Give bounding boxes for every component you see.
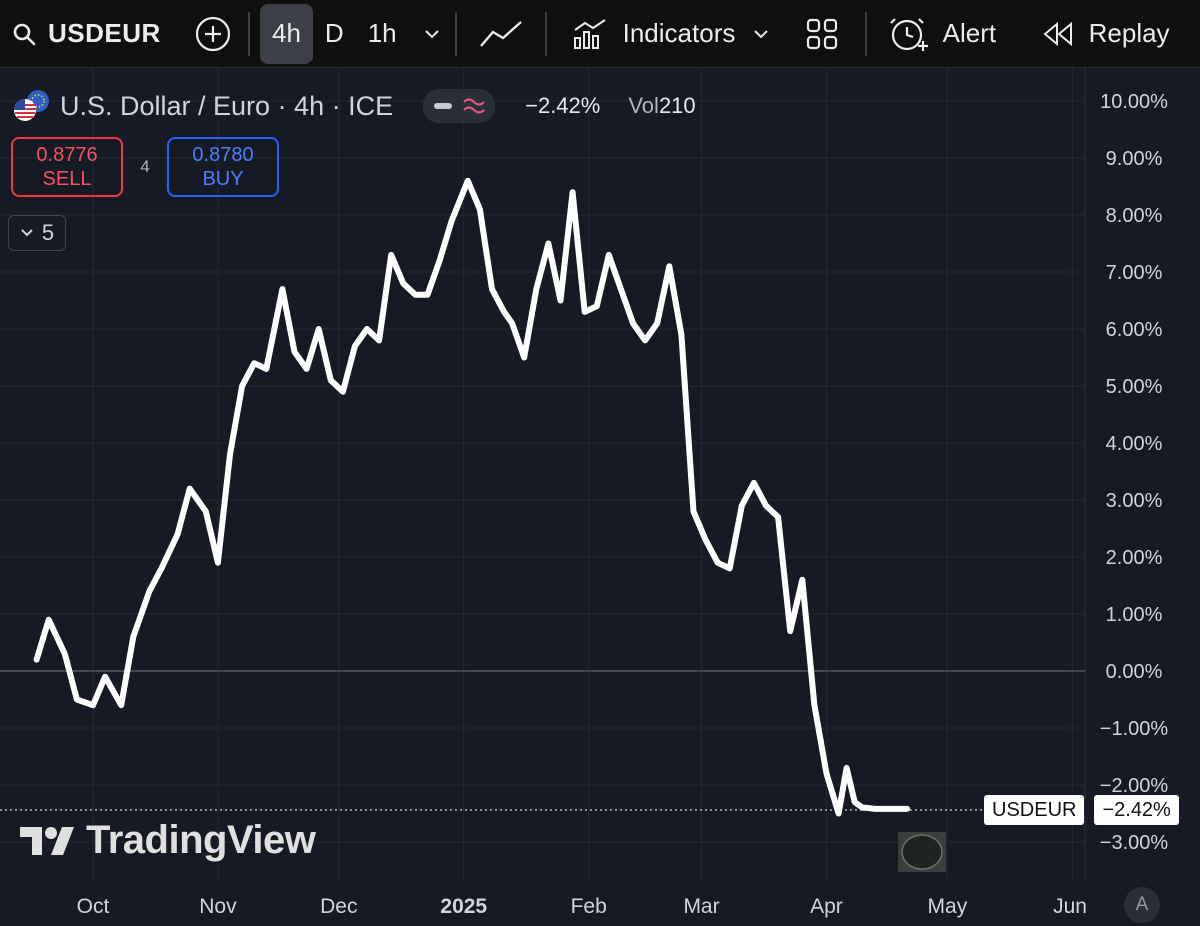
y-tick-label: −3.00% (1100, 832, 1169, 854)
y-tick-label: 0.00% (1106, 661, 1163, 683)
x-tick-label: May (928, 895, 968, 918)
volume-value: 210 (658, 93, 696, 118)
x-tick-label: Mar (683, 895, 719, 918)
toolbar-divider (544, 11, 547, 56)
grid-layout-icon (806, 18, 837, 49)
replay-label: Replay (1088, 18, 1170, 48)
plus-circle-icon (195, 16, 231, 51)
rewind-icon (1043, 21, 1072, 46)
flags-icon (14, 90, 49, 121)
toolbar-divider (248, 11, 250, 56)
indicators-button[interactable]: Indicators (547, 0, 743, 67)
y-tick-label: −2.00% (1100, 775, 1169, 797)
sell-price: 0.8776 (36, 144, 98, 166)
toolbar-divider (864, 11, 867, 56)
sell-button[interactable]: 0.8776 SELL (11, 137, 123, 197)
buy-button[interactable]: 0.8780 BUY (167, 137, 279, 197)
legend-toggle[interactable] (423, 89, 496, 123)
wave-icon (463, 98, 485, 114)
indicators-label: Indicators (622, 18, 736, 48)
search-icon (13, 23, 36, 45)
alarm-clock-icon (889, 17, 928, 51)
spread-value: 4 (140, 157, 150, 176)
y-axis: 10.00% 9.00% 8.00% 7.00% 6.00% 5.00% 4.00% 3.00… (1100, 91, 1169, 854)
x-tick-label: Feb (571, 895, 607, 918)
chart-type-button[interactable] (457, 0, 545, 67)
top-toolbar: USDEUR 4h D 1h Indicators Alert Replay (0, 0, 1200, 68)
chevron-down-icon (21, 229, 33, 237)
auto-scale-button[interactable]: A (1124, 887, 1160, 923)
alert-label: Alert (942, 18, 997, 48)
interval-dropdown-button[interactable] (409, 0, 455, 67)
auto-scale-label: A (1135, 894, 1149, 915)
chevron-down-icon (753, 29, 768, 38)
sell-label: SELL (42, 168, 92, 190)
volume-label: Vol (628, 93, 659, 118)
x-tick-label: 2025 (440, 895, 487, 918)
interval-4h-label: 4h (272, 18, 301, 48)
toolbar-divider (454, 11, 457, 56)
compare-symbol-button[interactable] (178, 0, 248, 67)
y-tick-label: 9.00% (1106, 148, 1163, 170)
minus-icon (434, 103, 453, 109)
x-tick-label: Apr (810, 895, 843, 918)
y-tick-label: 10.00% (1100, 91, 1168, 113)
legend-title: U.S. Dollar / Euro · 4h · ICE (60, 90, 394, 121)
y-tick-label: 8.00% (1106, 205, 1163, 227)
collapse-count: 5 (41, 220, 55, 245)
tradingview-logo-icon (20, 826, 74, 855)
y-tick-label: 4.00% (1106, 433, 1163, 455)
trade-panel: 0.8776 SELL 4 0.8780 BUY (11, 137, 279, 197)
x-tick-label: Oct (77, 895, 110, 918)
interval-4h-button[interactable]: 4h (260, 3, 313, 64)
x-axis: Oct Nov Dec 2025 Feb Mar Apr May Jun (77, 895, 1087, 918)
y-tick-label: 7.00% (1106, 262, 1163, 284)
price-tag-value: −2.42% (1094, 795, 1179, 825)
tradingview-watermark: TradingView (18, 818, 316, 863)
x-tick-label: Nov (199, 895, 237, 918)
buy-label: BUY (202, 168, 244, 190)
price-tag-symbol: USDEUR (984, 795, 1085, 825)
indicators-collapse-button[interactable]: 5 (8, 215, 66, 251)
layouts-button[interactable] (779, 0, 865, 67)
chevron-down-icon (424, 29, 439, 38)
y-tick-label: 6.00% (1106, 319, 1163, 341)
interval-1h-label: 1h (367, 18, 397, 48)
price-chart[interactable]: 10.00% 9.00% 8.00% 7.00% 6.00% 5.00% 4.00% 3.00… (0, 68, 1200, 926)
replay-button[interactable]: Replay (1025, 0, 1170, 67)
legend-change: −2.42% (525, 93, 601, 118)
x-tick-label: Dec (320, 895, 357, 918)
y-tick-label: 5.00% (1106, 376, 1163, 398)
y-tick-label: 1.00% (1106, 604, 1163, 626)
y-tick-label: −1.00% (1100, 718, 1169, 740)
indicators-dropdown-button[interactable] (743, 0, 779, 67)
y-tick-label: 2.00% (1106, 547, 1163, 569)
y-tick-label: 3.00% (1106, 490, 1163, 512)
line-chart-icon (479, 20, 522, 47)
watermark-text: TradingView (86, 818, 316, 862)
buy-price: 0.8780 (192, 144, 254, 166)
x-tick-label: Jun (1053, 895, 1087, 918)
legend-volume: Vol210 (628, 93, 695, 119)
indicators-icon (573, 18, 606, 49)
price-line-series (33, 177, 911, 817)
interval-d-label: D (324, 18, 344, 48)
symbol-label: USDEUR (48, 18, 161, 48)
interval-1h-button[interactable]: 1h (356, 0, 409, 67)
scroll-marker-icon (898, 832, 946, 872)
last-price-tag: USDEUR −2.42% (984, 795, 1179, 825)
chart-legend: U.S. Dollar / Euro · 4h · ICE −2.42% Vol… (12, 89, 696, 123)
interval-d-button[interactable]: D (313, 0, 356, 67)
symbol-search-button[interactable]: USDEUR (0, 0, 178, 67)
alert-button[interactable]: Alert (867, 0, 1025, 67)
